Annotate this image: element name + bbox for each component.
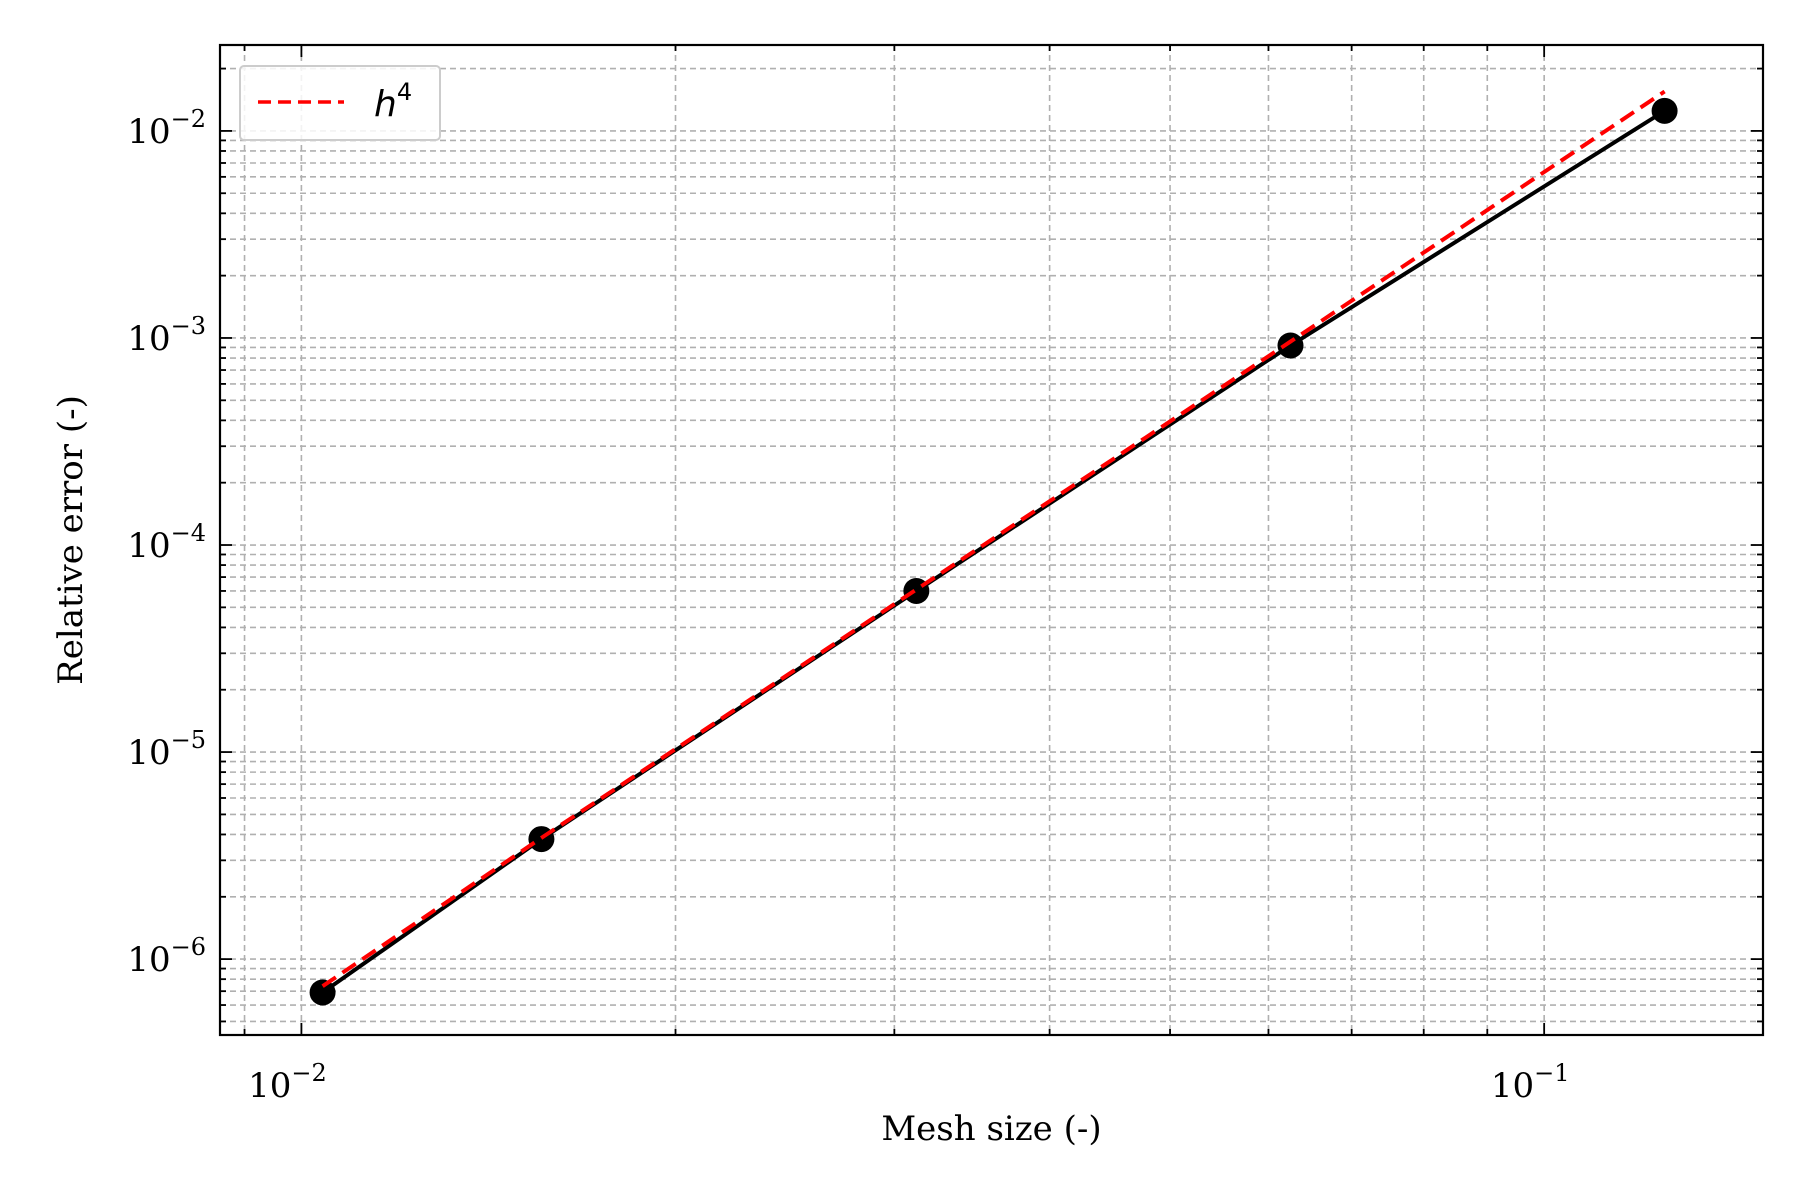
legend: h4 [239,65,441,141]
y-tick-label: 10−5 [127,726,206,773]
x-tick-label: 10−2 [248,1059,327,1106]
series-layer [309,89,1678,1006]
plot-frame [218,43,1765,1037]
y-tick-label: 10−6 [127,933,206,980]
y-tick-label: 10−3 [127,312,206,359]
y-tick-label: 10−4 [127,519,206,566]
legend-entry-base: h [374,84,397,125]
x-tick-label: 10−1 [1491,1059,1570,1106]
y-axis-label: Relative error (-) [51,395,91,685]
x-axis-label: Mesh size (-) [881,1109,1101,1149]
legend-entry-sup: 4 [397,78,412,106]
data-point [1651,97,1678,124]
tick-labels: 10−2 10−1 10−6 10−5 10−4 10−3 10−2 [127,105,1569,1106]
data-point [309,979,336,1006]
series-line-1 [321,89,1666,988]
axis-ticks [220,45,1763,1035]
data-point [1277,332,1304,359]
y-tick-label: 10−2 [127,105,206,152]
legend-entry-h4: h4 [374,78,412,125]
grid-lines [220,45,1763,1035]
